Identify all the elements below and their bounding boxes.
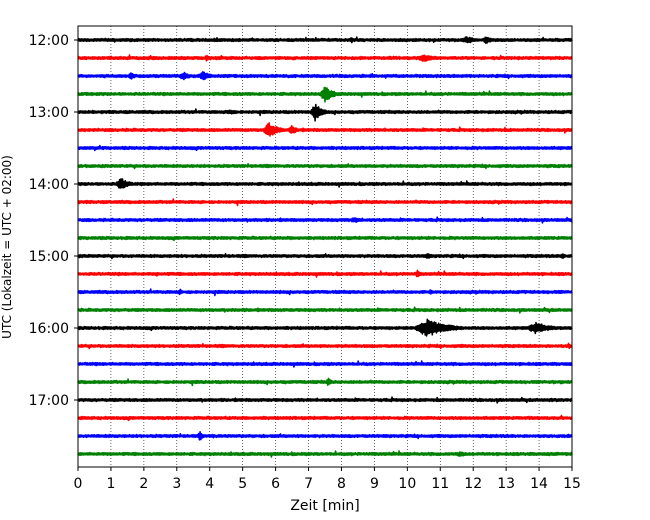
seismic-trace	[77, 450, 573, 458]
x-tick-label: 8	[337, 476, 346, 492]
seismic-trace	[77, 431, 573, 441]
seismic-trace	[77, 86, 573, 103]
seismic-trace	[77, 144, 573, 152]
y-tick-label: 17:00	[29, 393, 69, 409]
y-axis-label: UTC (Lokalzeit = UTC + 02:00)	[0, 155, 14, 339]
x-tick-label: 1	[106, 476, 115, 492]
seismic-trace	[77, 178, 573, 189]
seismic-trace	[77, 414, 573, 422]
x-axis: 0 1 2 3 4 5 6 7 8 9 10 11 12 13 14 15	[74, 467, 581, 492]
x-tick-label: 12	[464, 476, 482, 492]
y-tick-label: 16:00	[29, 321, 69, 337]
seismic-trace	[77, 342, 573, 350]
seismic-trace	[77, 216, 573, 224]
x-tick-label: 3	[172, 476, 181, 492]
seismic-trace	[77, 54, 573, 62]
seismic-trace	[77, 36, 573, 45]
x-tick-label: 11	[431, 476, 449, 492]
seismic-trace	[77, 163, 573, 170]
x-tick-label: 9	[370, 476, 379, 492]
x-tick-label: 0	[74, 476, 83, 492]
seismic-trace	[77, 306, 573, 314]
x-tick-label: 13	[497, 476, 515, 492]
x-tick-label: 14	[530, 476, 548, 492]
seismic-trace	[77, 253, 573, 260]
seismic-trace	[77, 198, 573, 207]
x-tick-label: 5	[238, 476, 247, 492]
y-tick-label: 13:00	[29, 105, 69, 121]
seismic-trace	[77, 318, 573, 337]
x-tick-label: 6	[271, 476, 280, 492]
y-tick-label: 15:00	[29, 249, 69, 265]
seismic-trace	[77, 269, 573, 278]
x-axis-label: Zeit [min]	[290, 498, 359, 514]
seismic-trace	[77, 122, 573, 137]
x-tick-label: 2	[139, 476, 148, 492]
x-tick-label: 4	[205, 476, 214, 492]
y-tick-label: 14:00	[29, 177, 69, 193]
x-tick-label: 10	[398, 476, 416, 492]
y-tick-label: 12:00	[29, 33, 69, 49]
plot-frame	[77, 25, 573, 468]
traces-group	[77, 36, 573, 458]
y-axis: 12:00 13:00 14:00 15:00 16:00 17:00	[29, 33, 78, 409]
seismic-trace	[77, 288, 573, 297]
seismic-trace	[77, 377, 573, 387]
x-tick-label: 7	[304, 476, 313, 492]
seismic-trace	[77, 103, 573, 122]
seismic-trace	[77, 235, 573, 242]
seismic-trace	[77, 396, 573, 404]
seismic-trace	[77, 360, 573, 368]
x-tick-label: 15	[563, 476, 581, 492]
seismic-trace	[77, 71, 573, 81]
